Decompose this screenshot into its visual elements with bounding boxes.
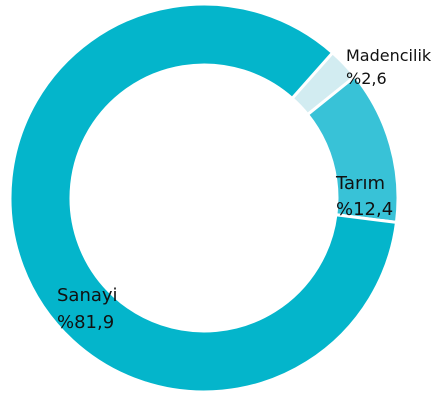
label-sanayi-name: Sanayi bbox=[57, 285, 118, 306]
donut-slices bbox=[8, 2, 400, 394]
label-sanayi-value: %81,9 bbox=[57, 312, 114, 333]
label-tarim-name: Tarım bbox=[335, 173, 385, 194]
slice-sanayi bbox=[8, 2, 399, 394]
label-madencilik-name: Madencilik bbox=[346, 46, 432, 65]
label-madencilik-value: %2,6 bbox=[346, 69, 387, 88]
label-tarim-value: %12,4 bbox=[336, 199, 393, 220]
